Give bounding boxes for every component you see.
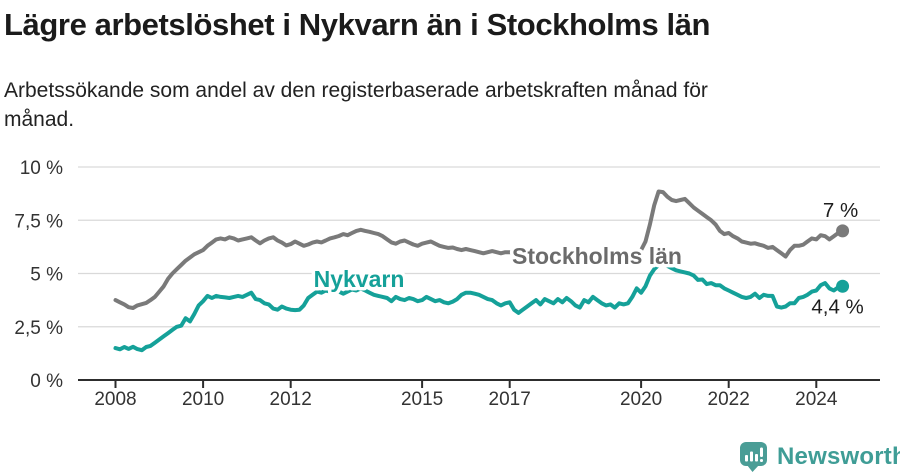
x-axis-tick-label: 2017 <box>489 389 531 410</box>
x-axis-tick-label: 2015 <box>401 389 443 410</box>
bar-chart-speech-bubble-icon <box>740 442 767 472</box>
series-end-value-nykvarn: 4,4 % <box>811 295 863 318</box>
x-axis-tick-label: 2008 <box>94 389 136 410</box>
subtitle-line-2: månad. <box>4 108 75 131</box>
y-axis-tick-label: 7,5 % <box>14 211 63 232</box>
series-line-stockholm <box>113 189 845 310</box>
series-label-halo: Nykvarn <box>314 266 405 292</box>
series-line-nykvarn <box>113 261 845 353</box>
series-end-dot-nykvarn <box>836 279 850 293</box>
chart-subtitle: Arbetssökande som andel av den registerb… <box>4 76 708 134</box>
y-axis-tick-label: 0 % <box>30 371 63 392</box>
y-axis-tick-label: 5 % <box>30 265 63 286</box>
page-title: Lägre arbetslöshet i Nykvarn än i Stockh… <box>4 7 711 42</box>
series-label-nykvarn: Nykvarn <box>314 266 405 292</box>
x-axis-tick-label: 2012 <box>270 389 312 410</box>
series-end-dot-stockholm <box>836 224 850 238</box>
newsworthy-logo[interactable]: Newsworthy <box>739 441 900 472</box>
series-label-stockholm: Stockholms län <box>512 243 682 269</box>
series-end-value-stockholm: 7 % <box>823 199 858 222</box>
series-label-halo: Stockholms län <box>512 243 682 269</box>
subtitle-line-1: Arbetssökande som andel av den registerb… <box>4 79 708 102</box>
x-axis-tick-label: 2010 <box>182 389 224 410</box>
x-axis-tick-label: 2022 <box>708 389 750 410</box>
y-axis-tick-label: 10 % <box>20 158 63 179</box>
brand-name: Newsworthy <box>777 442 900 470</box>
x-axis-tick-label: 2024 <box>795 389 838 410</box>
y-axis-tick-label: 2,5 % <box>14 318 63 339</box>
x-axis-tick-label: 2020 <box>620 389 662 410</box>
